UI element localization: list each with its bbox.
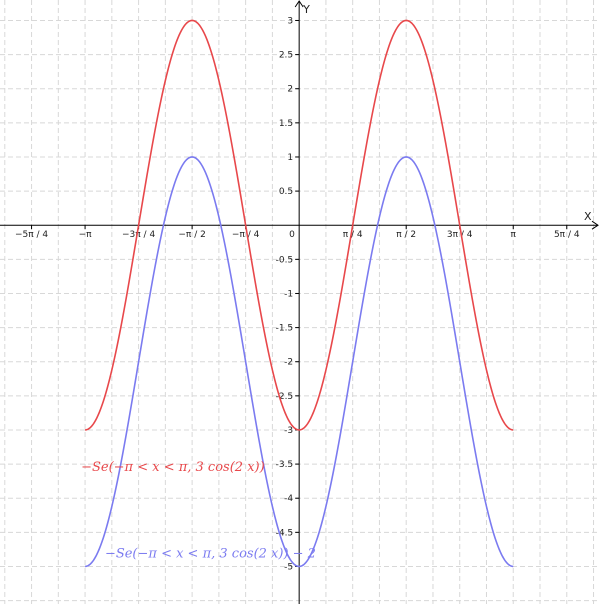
y-tick-label: -4.5 [276,528,294,538]
y-tick-label: -2 [284,358,293,368]
y-tick-label: -5 [284,562,293,572]
x-tick-label: −π / 4 [232,230,260,240]
y-axis-label: Y [302,3,310,16]
y-tick-label: -2.5 [276,392,294,402]
x-tick-label: −5π / 4 [15,230,48,240]
y-tick-label: 1.5 [279,119,293,129]
y-tick-label: 2.5 [279,51,293,61]
x-tick-label: π [511,230,517,240]
y-axis-arrow [294,0,304,8]
y-tick-label: -0.5 [276,255,294,265]
y-tick-label: -3 [284,426,293,436]
y-tick-label: -3.5 [276,460,294,470]
y-tick-label: -1 [284,289,293,299]
x-tick-label: −π / 2 [178,230,205,240]
x-tick-label: π / 4 [343,230,363,240]
curve-labels: −Se(−π < x < π, 3 cos(2 x)) −Se(−π < x < … [81,460,316,562]
y-tick-label: 3 [287,16,293,26]
series-label-1: −Se(−π < x < π, 3 cos(2 x)) [81,460,265,475]
x-tick-label: 5π / 4 [554,230,580,240]
series-line-1 [84,19,514,431]
curves [84,19,514,568]
y-tick-label: 1 [287,153,293,163]
y-tick-label: -1.5 [276,324,294,334]
y-tick-label: -4 [284,494,293,504]
series-line-2 [84,156,514,568]
y-tick-label: 0.5 [279,187,293,197]
origin-label: 0 [289,230,295,240]
x-axis-arrow [591,220,599,230]
y-tick-label: 2 [287,85,293,95]
x-tick-label: π / 2 [396,230,416,240]
series-label-2: −Se(−π < x < π, 3 cos(2 x)) − 2 [105,547,316,562]
x-tick-label: −3π / 4 [122,230,155,240]
x-tick-label: 3π / 4 [447,230,473,240]
x-axis-label: X [584,210,592,223]
x-tick-label: −π [79,230,93,240]
